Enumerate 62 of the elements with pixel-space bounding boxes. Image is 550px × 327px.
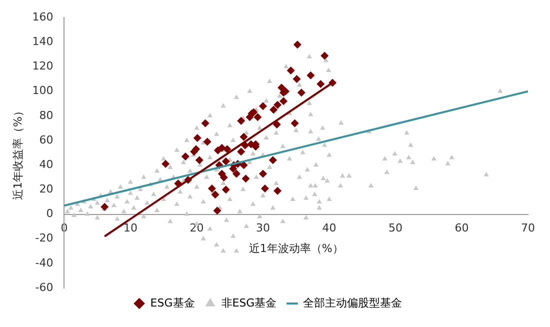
point: [290, 119, 299, 128]
point: [292, 75, 301, 84]
point: [268, 156, 277, 164]
x-tick-label: 50: [388, 222, 402, 235]
point: [306, 71, 315, 80]
point: [286, 66, 295, 74]
point: [270, 106, 278, 114]
y-tick-label: 100: [32, 84, 54, 98]
y-tick-label: -60: [35, 280, 54, 294]
point: [316, 80, 325, 88]
point: [274, 100, 282, 109]
point: [237, 116, 246, 125]
point: [297, 88, 306, 97]
point: [100, 202, 109, 211]
point: [258, 102, 267, 110]
point: [195, 156, 204, 164]
point: [222, 186, 230, 194]
point: [240, 132, 248, 141]
point: [258, 170, 267, 178]
x-tick-label: 70: [521, 222, 535, 235]
y-tick-label: 120: [32, 60, 54, 73]
x-tick-label: 20: [190, 222, 204, 235]
point: [193, 134, 202, 142]
legend-label: 全部主动偏股型基金: [303, 296, 402, 310]
y-tick-label: 40: [39, 158, 54, 171]
y-tick-label: 60: [39, 133, 54, 146]
point: [274, 186, 282, 195]
point: [211, 190, 220, 199]
y-tick-label: 0: [46, 207, 54, 220]
x-tick-label: 30: [256, 222, 270, 235]
point: [272, 120, 281, 129]
y-tick-label: 80: [39, 108, 54, 122]
point: [242, 174, 250, 183]
legend-label: 非ESG基金: [221, 296, 277, 310]
x-axis-title: 近1年波动率（%）: [248, 242, 344, 255]
y-tick-label: 140: [32, 35, 54, 48]
point: [218, 144, 226, 152]
y-tick-label: 160: [32, 10, 54, 24]
point: [260, 184, 269, 192]
point: [237, 148, 246, 156]
point: [223, 145, 232, 154]
y-tick-label: 20: [39, 182, 54, 196]
legend-label: ESG基金: [150, 296, 195, 310]
point: [320, 52, 329, 60]
point: [222, 157, 230, 166]
point: [254, 113, 262, 122]
point: [213, 206, 222, 215]
y-tick-label: -40: [35, 256, 54, 270]
point: [240, 161, 248, 170]
y-axis-title: 近1年收益率（%）: [11, 106, 24, 200]
point: [203, 138, 212, 146]
point: [181, 152, 190, 160]
point: [293, 40, 302, 49]
point: [280, 97, 288, 106]
point: [162, 160, 170, 168]
point: [208, 184, 216, 192]
x-tick-label: 40: [322, 222, 336, 235]
x-tick-label: 10: [123, 222, 138, 235]
point: [201, 119, 210, 128]
y-tick-label: -20: [35, 232, 54, 245]
x-tick-label: 60: [454, 222, 469, 235]
point: [278, 84, 286, 92]
